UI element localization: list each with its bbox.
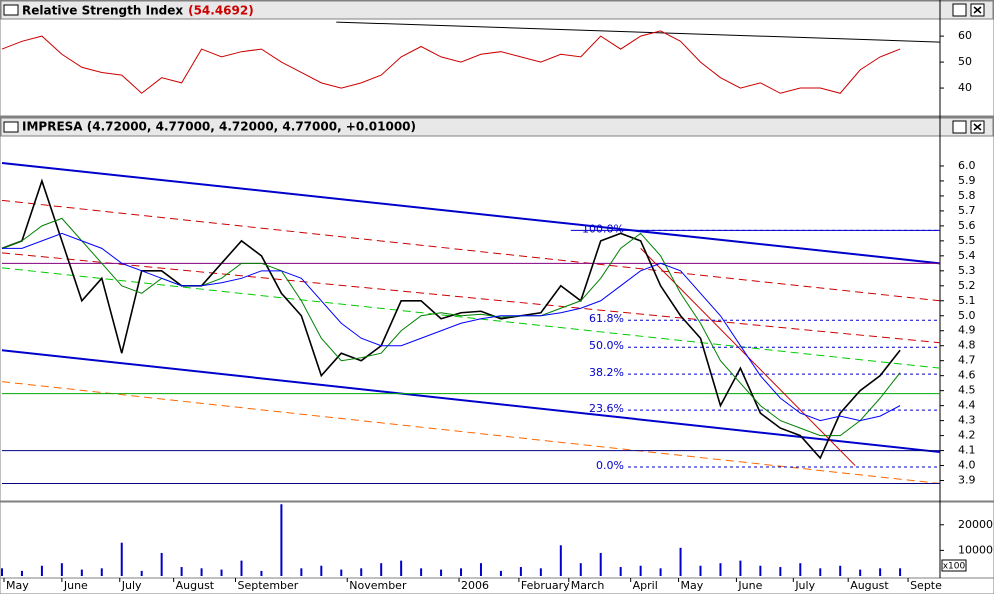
x-tick-label: June <box>737 579 762 592</box>
y-tick-label: 5.8 <box>958 189 976 202</box>
panel-icon <box>3 121 19 133</box>
y-tick-label: 5.0 <box>958 309 976 322</box>
y-tick-label: 5.3 <box>958 264 976 277</box>
fib-label: 61.8% <box>589 312 624 325</box>
fib-label: 50.0% <box>589 339 624 352</box>
x-tick-label: May <box>6 579 29 592</box>
x-tick-label: May <box>681 579 704 592</box>
series-line <box>1 178 901 460</box>
x-tick-label: July <box>121 579 142 592</box>
rsi-title: Relative Strength Index <box>22 4 183 18</box>
y-tick-label: 5.5 <box>958 234 976 247</box>
x-tick-label: March <box>571 579 605 592</box>
y-tick-label: 4.4 <box>958 399 976 412</box>
fib-label: 23.6% <box>589 402 624 415</box>
y-tick-label: 5.1 <box>958 294 976 307</box>
y-tick-label: 10000 <box>958 543 993 556</box>
trend-line <box>1 199 941 302</box>
trend-line <box>1 349 941 454</box>
y-tick-label: 6.0 <box>958 159 976 172</box>
y-tick-label: 4.0 <box>958 459 976 472</box>
trend-line <box>1 161 941 265</box>
x-tick-label: Septe <box>910 579 942 592</box>
y-tick-label: 4.5 <box>958 384 976 397</box>
close-icon <box>973 6 982 14</box>
panel-icon <box>3 4 19 16</box>
y-tick-label: 5.6 <box>958 219 976 232</box>
y-tick-label: 4.2 <box>958 429 976 442</box>
x-tick-label: February <box>521 579 570 592</box>
fib-label: 0.0% <box>596 459 624 472</box>
price-panel <box>0 116 994 502</box>
close-icon <box>973 123 982 131</box>
y-tick-label: 4.6 <box>958 369 976 382</box>
volume-panel <box>0 501 994 579</box>
trend-line <box>336 21 941 43</box>
unit-box <box>941 559 967 572</box>
series-line <box>1 30 901 94</box>
fib-label: 100.0% <box>582 222 624 235</box>
y-tick-label: 3.9 <box>958 474 976 487</box>
y-tick-label: 4.7 <box>958 354 976 367</box>
fib-label: 38.2% <box>589 366 624 379</box>
rsi-header <box>0 0 994 20</box>
x-tick-label: 2006 <box>461 579 489 592</box>
y-tick-label: 20000 <box>958 518 993 531</box>
price-header <box>0 117 994 137</box>
y-tick-label: 60 <box>958 29 972 42</box>
x-tick-label: August <box>850 579 889 592</box>
x-tick-label: September <box>238 579 299 592</box>
y-tick-label: 4.3 <box>958 414 976 427</box>
trend-line <box>1 267 941 369</box>
x-axis-strip <box>0 577 994 594</box>
x-tick-label: August <box>176 579 215 592</box>
x-tick-label: July <box>794 579 815 592</box>
y-tick-label: 50 <box>958 55 972 68</box>
y-tick-label: 5.7 <box>958 204 976 217</box>
series-line <box>1 217 901 437</box>
series-line <box>2 232 901 422</box>
y-tick-label: 4.9 <box>958 324 976 337</box>
price-title: IMPRESA (4.72000, 4.77000, 4.72000, 4.77… <box>22 120 416 134</box>
y-tick-label: 40 <box>958 81 972 94</box>
y-tick-label: 4.1 <box>958 444 976 457</box>
volume-unit: x100 <box>943 562 966 572</box>
x-tick-label: November <box>349 579 407 592</box>
y-tick-label: 4.8 <box>958 339 976 352</box>
maximize-button[interactable] <box>952 3 967 17</box>
trend-line <box>1 252 941 344</box>
x-tick-label: June <box>63 579 88 592</box>
y-tick-label: 5.9 <box>958 174 976 187</box>
x-tick-label: April <box>633 579 658 592</box>
maximize-button[interactable] <box>952 120 967 134</box>
y-tick-label: 5.2 <box>958 279 976 292</box>
y-tick-label: 5.4 <box>958 249 976 262</box>
trend-line <box>1 381 941 485</box>
rsi-value: (54.4692) <box>188 4 254 18</box>
